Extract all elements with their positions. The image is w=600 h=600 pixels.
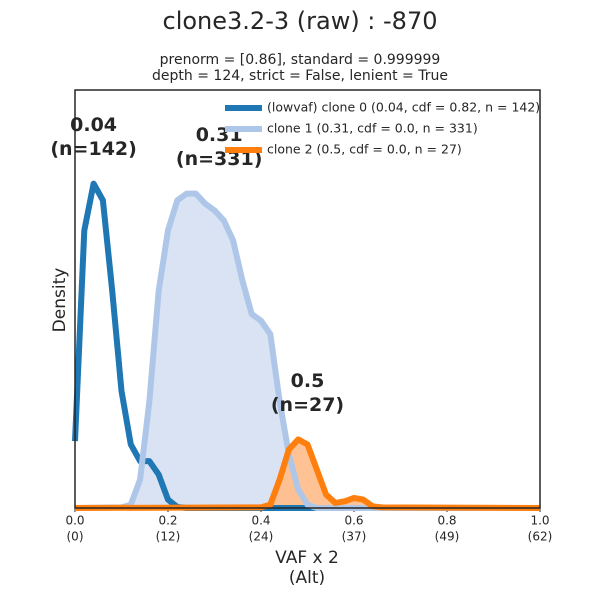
peak-label: 0.5 xyxy=(291,370,325,392)
chart-subtitle: depth = 124, strict = False, lenient = T… xyxy=(152,68,448,84)
x-axis-label: (Alt) xyxy=(289,568,325,588)
y-axis-label: Density xyxy=(50,268,70,333)
density-line xyxy=(74,190,540,511)
x-tick-label: (24) xyxy=(249,530,274,544)
count-label: (n=142) xyxy=(50,138,136,160)
legend-label: clone 2 (0.5, cdf = 0.0, n = 27) xyxy=(267,142,462,157)
chart-title: clone3.2-3 (raw) : -870 xyxy=(163,7,438,35)
x-tick-label: 0.6 xyxy=(344,514,363,528)
count-label: (n=331) xyxy=(176,148,262,170)
count-label: (n=27) xyxy=(271,394,344,416)
density-area xyxy=(75,439,540,508)
x-tick-label: 0.4 xyxy=(251,514,270,528)
x-tick-label: 1.0 xyxy=(530,514,549,528)
legend-label: (lowvaf) clone 0 (0.04, cdf = 0.82, n = … xyxy=(267,100,540,115)
plot-frame xyxy=(74,89,541,509)
density-line xyxy=(74,436,541,511)
density-area xyxy=(75,193,540,508)
x-tick-label: (37) xyxy=(342,530,367,544)
x-axis-label: VAF x 2 xyxy=(275,548,339,568)
x-tick-label: (62) xyxy=(528,530,553,544)
x-tick-label: (12) xyxy=(156,530,181,544)
x-tick-label: 0.0 xyxy=(65,514,84,528)
legend-label: clone 1 (0.31, cdf = 0.0, n = 331) xyxy=(267,121,478,136)
x-tick-label: (0) xyxy=(67,530,84,544)
x-tick-label: (49) xyxy=(435,530,460,544)
chart-subtitle: prenorm = [0.86], standard = 0.999999 xyxy=(160,52,441,68)
peak-label: 0.04 xyxy=(70,114,117,136)
x-tick-label: 0.8 xyxy=(437,514,456,528)
x-tick-label: 0.2 xyxy=(158,514,177,528)
